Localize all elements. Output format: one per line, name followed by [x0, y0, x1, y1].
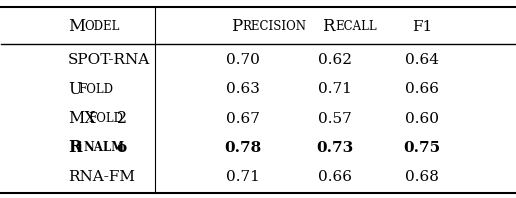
Text: U: U	[68, 81, 82, 98]
Text: 0.78: 0.78	[224, 141, 261, 155]
Text: M: M	[68, 18, 85, 35]
Text: 0.73: 0.73	[316, 141, 353, 155]
Text: 0.67: 0.67	[225, 111, 260, 126]
Text: 0.66: 0.66	[405, 82, 439, 96]
Text: i: i	[77, 141, 83, 155]
Text: o: o	[116, 141, 126, 155]
Text: R: R	[68, 139, 82, 156]
Text: R: R	[322, 18, 335, 35]
Text: RECISION: RECISION	[243, 20, 307, 33]
Text: 2: 2	[117, 110, 127, 127]
Text: 0.60: 0.60	[405, 111, 439, 126]
Text: ODEL: ODEL	[85, 20, 120, 33]
Text: P: P	[231, 18, 243, 35]
Text: ECALL: ECALL	[335, 20, 377, 33]
Text: 0.63: 0.63	[225, 82, 260, 96]
Text: 0.71: 0.71	[318, 82, 352, 96]
Text: 0.75: 0.75	[404, 141, 441, 155]
Text: 0.57: 0.57	[318, 111, 352, 126]
Text: MX: MX	[68, 110, 96, 127]
Text: 0.68: 0.68	[405, 170, 439, 184]
Text: NALM: NALM	[83, 141, 124, 154]
Text: 0.70: 0.70	[225, 53, 260, 67]
Text: 0.64: 0.64	[405, 53, 439, 67]
Text: 0.71: 0.71	[225, 170, 260, 184]
Text: SPOT-RNA: SPOT-RNA	[68, 53, 150, 67]
Text: F1: F1	[412, 20, 432, 34]
Text: FOLD: FOLD	[89, 112, 124, 125]
Text: FOLD: FOLD	[78, 83, 114, 96]
Text: 0.62: 0.62	[318, 53, 352, 67]
Text: 0.66: 0.66	[318, 170, 352, 184]
Text: RNA-FM: RNA-FM	[68, 170, 135, 184]
